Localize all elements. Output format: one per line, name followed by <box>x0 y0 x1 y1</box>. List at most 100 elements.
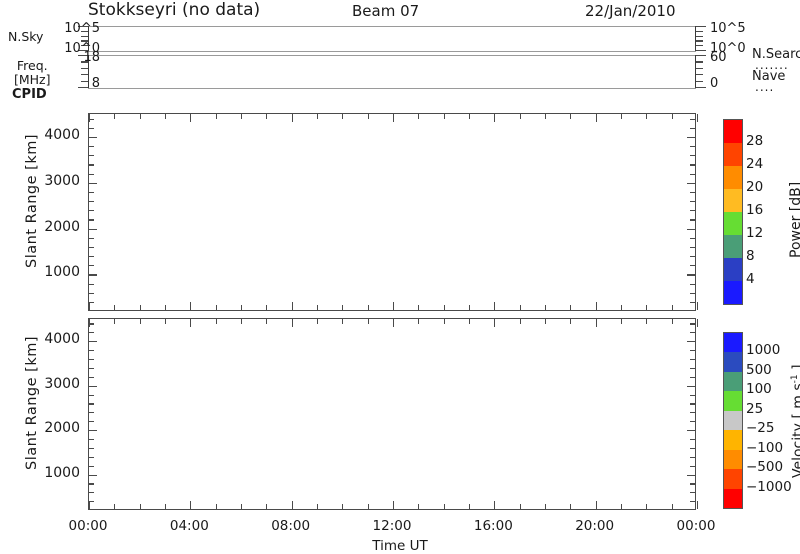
freq-tick-max: 18 <box>83 50 100 65</box>
y-major-tick-right <box>687 430 695 432</box>
x-minor-tick <box>165 319 167 324</box>
x-major-tick-bottom <box>595 302 597 310</box>
y-minor-tick <box>89 256 94 258</box>
y-minor-tick-right <box>690 210 695 212</box>
mini-tick-right <box>696 40 703 42</box>
x-minor-tick-bottom <box>671 305 673 310</box>
nave-label-text: Nave <box>752 69 786 84</box>
x-major-tick <box>190 114 192 122</box>
x-minor-tick <box>139 319 141 324</box>
y-tick-label: 3000 <box>44 172 80 189</box>
x-minor-tick <box>443 114 445 119</box>
x-major-tick-bottom <box>697 501 699 509</box>
y-major-tick <box>89 182 97 184</box>
x-minor-tick <box>215 114 217 119</box>
mini-tick-left <box>81 40 88 42</box>
x-minor-tick <box>469 114 471 119</box>
x-minor-tick-bottom <box>317 504 319 509</box>
y-minor-tick-right <box>690 219 695 221</box>
date-label: 22/Jan/2010 <box>585 2 676 20</box>
x-minor-tick-bottom <box>418 305 420 310</box>
x-minor-tick-bottom <box>671 504 673 509</box>
x-minor-tick <box>266 114 268 119</box>
x-minor-tick <box>570 319 572 324</box>
velocity-colorbar-title-main: Velocity [ m s <box>790 383 800 478</box>
colorbar-tick-label: 1000 <box>746 342 781 359</box>
colorbar-band <box>724 258 742 281</box>
velocity-colorbar-title-exponent: -1 <box>790 374 800 384</box>
x-minor-tick <box>671 319 673 324</box>
nsearch-tick-min: 10^0 <box>710 41 746 56</box>
x-minor-tick-bottom <box>646 504 648 509</box>
y-tick-label: 4000 <box>44 331 80 348</box>
y-minor-tick <box>89 210 94 212</box>
x-major-tick <box>89 114 91 122</box>
x-minor-tick-bottom <box>443 504 445 509</box>
page-title: Stokkseyri (no data) <box>88 0 261 20</box>
velocity-colorbar-title-end: ] <box>791 364 800 374</box>
freq-left-axis <box>88 55 90 88</box>
y-minor-tick-right <box>690 301 695 303</box>
y-minor-tick-right <box>690 412 695 414</box>
x-major-tick <box>190 319 192 327</box>
x-tick-label: 16:00 <box>473 518 513 534</box>
x-minor-tick <box>418 319 420 324</box>
x-minor-tick <box>241 319 243 324</box>
y-minor-tick-right <box>690 403 695 405</box>
mini-tick-right <box>696 61 703 63</box>
y-minor-tick-right <box>690 164 695 166</box>
x-minor-tick <box>621 114 623 119</box>
y-minor-tick-right <box>690 483 695 485</box>
mini-tick-left <box>81 45 88 47</box>
mini-tick-right <box>696 80 703 82</box>
colorbar-band <box>724 469 742 489</box>
mini-tick-left <box>81 30 88 32</box>
power-y-axis-title: Slant Range [km] <box>24 133 40 268</box>
x-major-tick <box>393 319 395 327</box>
x-minor-tick-bottom <box>266 305 268 310</box>
x-major-tick <box>595 319 597 327</box>
x-minor-tick <box>342 114 344 119</box>
mini-tick-right <box>696 50 706 52</box>
x-minor-tick <box>114 319 116 324</box>
y-major-tick <box>89 274 97 276</box>
y-minor-tick-right <box>690 256 695 258</box>
x-minor-tick-bottom <box>367 504 369 509</box>
mini-tick-left <box>78 26 88 28</box>
velocity-colorbar <box>723 332 743 509</box>
y-minor-tick-right <box>690 367 695 369</box>
y-minor-tick <box>89 118 94 120</box>
colorbar-band <box>724 449 742 470</box>
x-minor-tick <box>671 114 673 119</box>
x-major-tick-bottom <box>393 501 395 509</box>
y-minor-tick <box>89 403 94 405</box>
x-major-tick <box>494 114 496 122</box>
x-major-tick-bottom <box>697 302 699 310</box>
y-tick-label: 1000 <box>44 464 80 481</box>
y-minor-tick <box>89 439 94 441</box>
x-minor-tick <box>418 114 420 119</box>
nsearch-label-text: N.Search <box>752 47 800 62</box>
y-minor-tick <box>89 350 94 352</box>
freq-panel <box>88 55 696 89</box>
y-minor-tick <box>89 456 94 458</box>
x-minor-tick-bottom <box>114 504 116 509</box>
x-major-tick-bottom <box>291 501 293 509</box>
y-minor-tick-right <box>690 376 695 378</box>
colorbar-tick-label: 16 <box>746 202 764 218</box>
x-minor-tick-bottom <box>367 305 369 310</box>
mini-tick-left <box>81 80 88 82</box>
y-minor-tick <box>89 164 94 166</box>
y-minor-tick <box>89 359 94 361</box>
mini-tick-left <box>81 67 88 69</box>
mini-tick-left <box>81 61 88 63</box>
x-major-tick <box>697 319 699 327</box>
mini-tick-left <box>78 50 88 52</box>
power-colorbar <box>723 119 743 305</box>
x-minor-tick-bottom <box>266 504 268 509</box>
y-minor-tick-right <box>690 465 695 467</box>
y-minor-tick <box>89 146 94 148</box>
y-minor-tick-right <box>690 456 695 458</box>
mini-tick-left <box>78 87 88 89</box>
x-minor-tick-bottom <box>317 305 319 310</box>
